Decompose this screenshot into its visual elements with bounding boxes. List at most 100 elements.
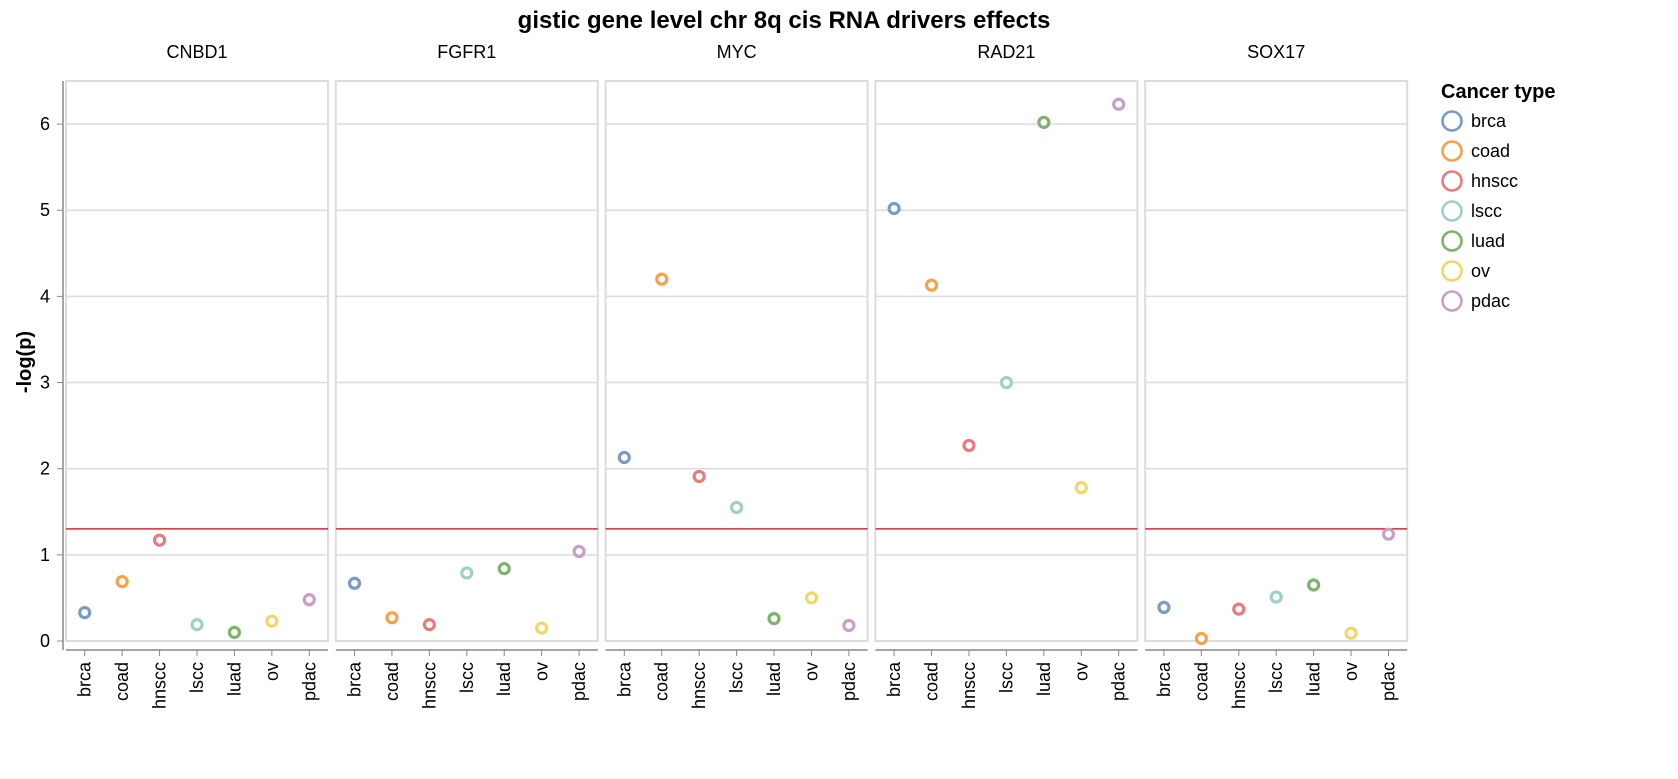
data-point-hnscc [1232,602,1246,616]
legend-label-pdac: pdac [1471,291,1510,311]
x-tick-label: lscc [727,662,747,693]
panel-frame [334,80,599,642]
data-point-hnscc [152,533,167,547]
legend-label-hnscc: hnscc [1471,171,1518,191]
data-point-hnscc [422,618,436,632]
panel-frame [874,80,1139,642]
x-tick-label: pdac [1378,662,1398,701]
panel-sox17: SOX17 brca coad hnscc lscc luad ov pdac [1144,42,1409,709]
x-tick-label: pdac [839,662,859,701]
x-tick-label: hnscc [150,662,170,709]
x-tick-label: luad [494,662,514,696]
panel-frame [65,80,329,642]
y-tick-label: 4 [40,286,50,306]
data-point-ov [1074,481,1088,495]
data-point-brca [347,576,362,590]
y-tick-label: 6 [40,114,50,134]
panel-title: SOX17 [1247,42,1305,62]
legend-symbol-ov [1441,260,1463,282]
data-point-lscc [729,500,744,515]
legend-label-luad: luad [1471,231,1505,251]
x-tick-label: lscc [457,662,477,693]
x-tick-label: luad [224,662,244,696]
x-tick-label: brca [75,661,95,697]
x-tick-label: pdac [569,662,589,701]
data-point-lscc [190,618,204,632]
data-point-coad [385,611,399,625]
legend-symbol-pdac [1441,290,1463,312]
x-tick-label: brca [614,661,634,697]
data-point-pdac [1112,97,1126,111]
x-tick-label: coad [1191,662,1211,701]
x-tick-label: luad [764,662,784,696]
x-tick-label: luad [1034,662,1054,696]
x-tick-label: pdac [299,662,319,701]
data-point-luad [1307,578,1321,592]
data-point-luad [1037,115,1051,129]
panel-frame [1144,80,1409,642]
data-point-lscc [1269,590,1283,604]
data-point-brca [887,201,901,216]
data-point-ov [535,621,549,635]
x-tick-label: brca [1154,661,1174,697]
x-tick-label: hnscc [959,662,979,709]
x-tick-label: ov [801,662,821,681]
y-tick-label: 2 [40,459,50,479]
y-tick-label: 0 [40,631,50,651]
panel-title: MYC [717,42,757,62]
legend-symbol-brca [1441,110,1463,132]
data-point-brca [78,605,92,620]
panel-myc: MYC brca coad hnscc lscc luad ov pdac [604,42,869,709]
data-point-coad [924,278,939,292]
panel-title: FGFR1 [437,42,496,62]
x-tick-label: pdac [1109,662,1129,701]
x-tick-label: ov [1071,662,1091,681]
x-tick-label: hnscc [419,662,439,709]
panel-title: RAD21 [977,42,1035,62]
panel-frame [604,80,869,642]
legend-label-brca: brca [1471,111,1507,131]
data-point-ov [804,591,819,605]
data-point-brca [1157,600,1171,615]
legend-symbol-luad [1441,230,1463,252]
x-tick-label: luad [1304,662,1324,696]
x-tick-label: hnscc [1229,662,1249,709]
x-tick-label: brca [345,661,365,697]
legend-symbol-lscc [1441,200,1463,222]
x-tick-label: ov [1341,662,1361,681]
data-point-lscc [999,375,1014,390]
data-point-coad [115,574,129,589]
panel-cnbd1: CNBD1 brca coad hnscc lscc luad ov pdac [65,42,329,709]
y-tick-label: 3 [40,373,50,393]
y-tick-label: 5 [40,200,50,220]
data-point-pdac [302,593,316,607]
data-point-ov [265,614,279,628]
x-tick-label: lscc [187,662,207,693]
data-point-pdac [1381,527,1396,541]
legend-title: Cancer type [1441,81,1556,103]
x-tick-label: ov [262,662,282,681]
data-point-pdac [842,618,856,633]
x-tick-label: lscc [996,662,1016,693]
legend-symbol-hnscc [1441,170,1463,192]
data-point-luad [497,562,511,576]
x-tick-label: hnscc [689,662,709,709]
x-tick-label: brca [884,661,904,697]
data-point-luad [227,625,242,639]
data-point-hnscc [962,438,976,453]
data-point-brca [617,450,631,465]
panel-title: CNBD1 [166,42,227,62]
legend-label-ov: ov [1471,261,1490,281]
data-point-lscc [460,566,474,580]
data-point-pdac [572,544,586,559]
legend-label-coad: coad [1471,141,1510,161]
data-point-luad [767,611,781,626]
x-tick-label: coad [112,662,132,701]
x-tick-label: coad [652,662,672,701]
legend-symbol-coad [1441,140,1463,162]
y-axis-label: -log(p) [14,331,36,393]
x-tick-label: coad [382,662,402,701]
